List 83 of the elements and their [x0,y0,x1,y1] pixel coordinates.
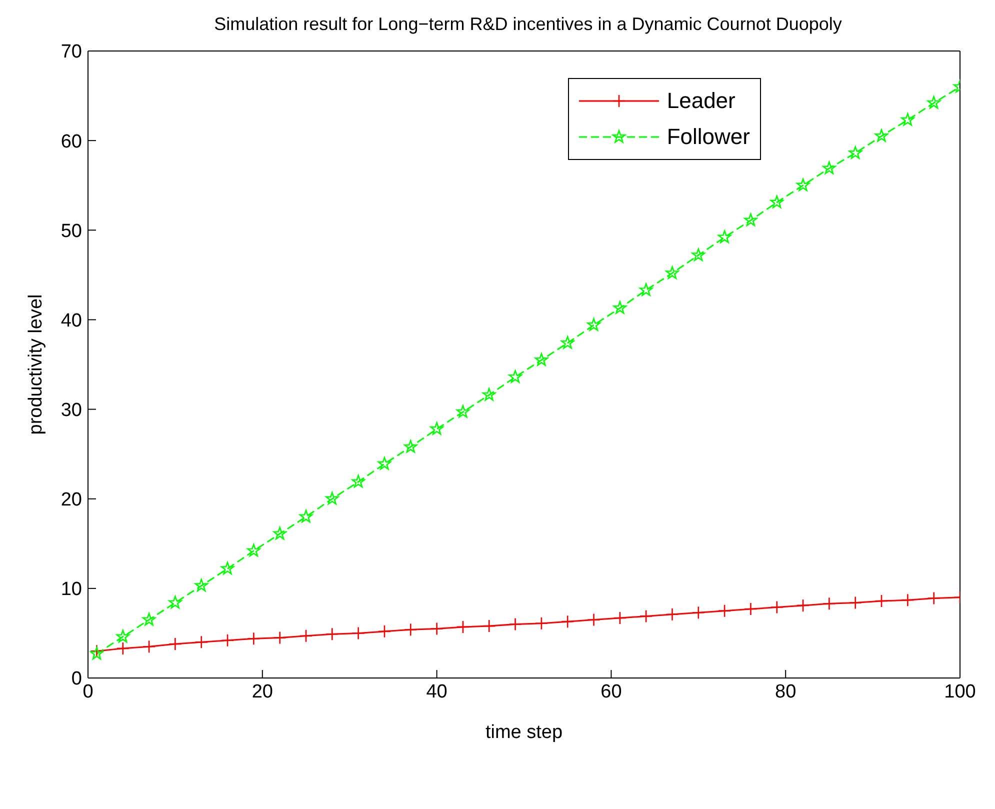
point [613,301,627,314]
point [534,353,548,366]
point [326,627,339,641]
point [142,612,156,626]
point [508,370,522,383]
point [796,598,810,612]
point [770,600,784,614]
point [796,178,810,192]
point [326,492,339,505]
x-tick-label: 20 [252,681,273,702]
point [404,622,418,636]
point [456,405,470,418]
y-tick-label: 70 [60,42,82,63]
point [352,626,365,640]
point [482,388,496,401]
point [90,646,104,660]
point [168,637,182,651]
y-axis-title: productivity level [26,294,47,435]
point [639,610,653,623]
point [299,510,313,523]
point [587,613,600,626]
point [718,230,732,244]
point [404,440,418,453]
point [247,632,260,646]
point [587,318,600,331]
y-tick-label: 10 [60,579,82,600]
x-tick-label: 60 [600,681,622,702]
point [874,594,888,608]
point [194,636,208,649]
point [822,161,836,174]
point [901,113,914,126]
point [692,248,706,261]
point [352,474,365,488]
point [744,213,758,226]
legend-label: Leader [666,88,736,114]
x-tick-label: 100 [944,681,976,702]
point [430,622,444,636]
y-tick-label: 20 [60,490,82,511]
point [194,578,208,592]
point [116,642,130,656]
y-tick-label: 30 [60,400,82,422]
point [220,562,234,574]
point [430,422,444,435]
point [560,614,574,628]
point [247,544,260,557]
point [770,195,784,208]
point [848,596,862,610]
x-axis-title: time step [485,722,563,743]
point [927,592,940,605]
point [508,618,522,631]
point [639,283,653,296]
point [116,630,130,643]
x-tick-label: 80 [775,681,796,702]
point [848,146,862,159]
point [142,640,156,654]
y-tick-label: 60 [60,131,82,152]
point [613,611,627,625]
point [874,129,888,142]
point [273,526,286,540]
point [90,644,104,658]
point [534,616,548,630]
legend-label: Follower [666,124,750,150]
point [901,593,914,607]
point [927,96,940,109]
point [378,456,392,470]
point [666,608,679,622]
point [482,619,496,633]
point [273,631,286,644]
point [168,596,182,609]
y-tick-label: 40 [60,310,82,332]
point [692,606,706,620]
point [666,266,679,279]
point [299,629,313,643]
point [718,604,732,618]
y-tick-label: 50 [60,220,82,242]
chart-title: Simulation result for Long−term R&D incentives in a Dynamic Cournot Duopoly [213,14,843,35]
point [378,624,392,638]
point [744,602,758,616]
point [822,597,836,610]
point [560,336,574,349]
point [220,634,234,648]
point [456,620,470,634]
x-tick-label: 40 [426,681,448,702]
